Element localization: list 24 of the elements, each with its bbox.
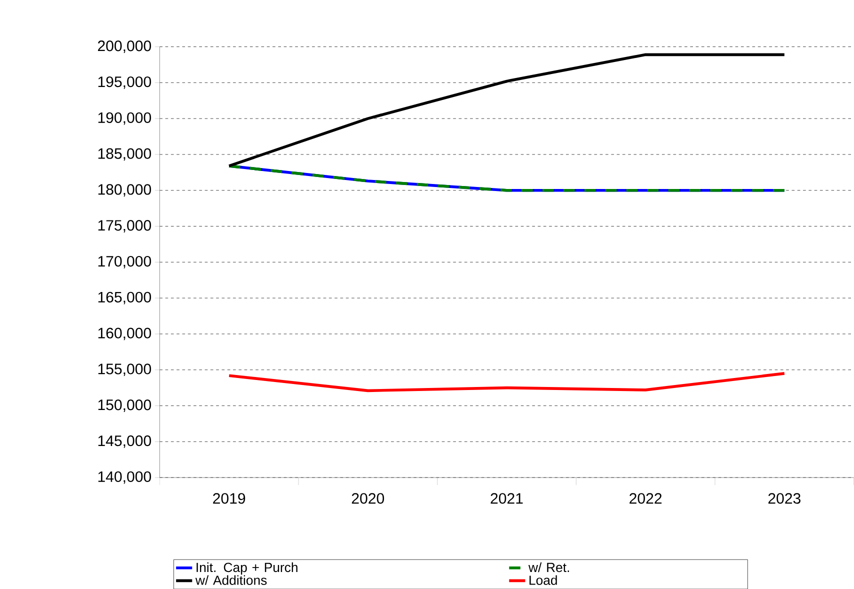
y-tick-label: 145,000 (98, 435, 152, 448)
x-tick-label: 2020 (352, 493, 384, 504)
line-series (228, 53, 786, 168)
legend-label: Load (530, 575, 557, 585)
y-tick-label: 200,000 (98, 40, 152, 53)
y-tick-label: 195,000 (98, 76, 152, 89)
y-tick-label: 155,000 (98, 364, 152, 376)
y-tick-label: 160,000 (98, 328, 152, 340)
legend-label: w/ Additions (195, 575, 267, 585)
x-tick-label: 2019 (213, 493, 246, 504)
y-tick-label: 150,000 (98, 399, 152, 412)
y-tick-label: 165,000 (98, 292, 152, 304)
legend-label: w/ Ret. (528, 562, 569, 572)
y-tick-label: 180,000 (98, 184, 152, 196)
x-tick-label: 2021 (490, 493, 523, 504)
x-tick-label: 2022 (630, 493, 662, 504)
legend-label: Init. Cap + Purch (196, 562, 298, 575)
x-tick-label: 2023 (768, 493, 800, 504)
line-series (228, 372, 786, 392)
y-tick-label: 190,000 (98, 112, 152, 125)
y-tick-label: 175,000 (98, 220, 152, 232)
y-tick-label: 170,000 (98, 256, 152, 268)
y-tick-label: 185,000 (98, 148, 152, 161)
y-tick-label: 140,000 (98, 471, 152, 484)
